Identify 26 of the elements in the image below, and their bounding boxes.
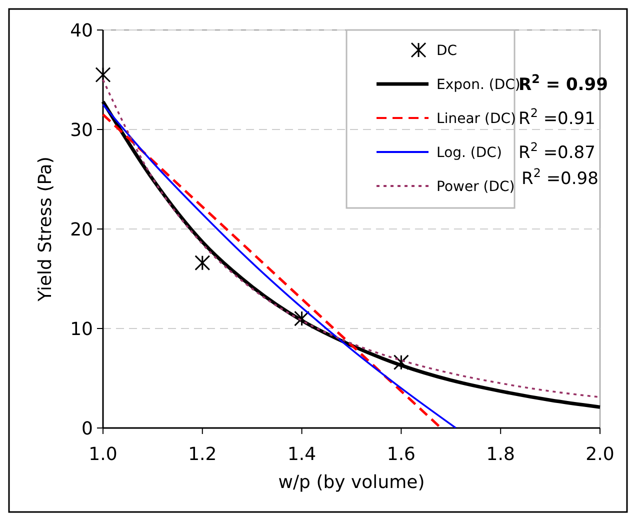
annotation: R$^{2}$ =0.91 [518,106,596,129]
legend-label: Power (DC) [436,178,515,195]
y-tick-label: 40 [70,20,93,42]
y-tick-label: 20 [70,219,93,240]
point [393,354,409,370]
x-tick-label: 1.2 [188,444,217,465]
legend-label: DC [436,42,458,59]
y-tick-label: 0 [82,418,93,440]
x-tick-label: 1.6 [386,444,416,465]
legend-label: Expon. (DC) [436,76,520,93]
x-tick-label: 1.4 [287,444,316,465]
y-tick-label: 10 [70,318,93,340]
point [194,255,210,271]
annotation: R$^{2}$ =0.87 [518,140,596,163]
legend-label: Linear (DC) [436,110,516,127]
annotation: R$^{2}$ =0.98 [522,166,598,189]
annotation: R$^{2}$ = 0.99 [518,72,608,95]
x-tick-label: 1.0 [88,444,118,465]
y-axis-title: Yield Stress (Pa) [35,156,56,302]
x-axis-title: w/p (by volume) [278,472,425,493]
point [95,67,111,83]
x-tick-label: 2.0 [586,444,614,465]
point [294,310,310,326]
legend-label: Log. (DC) [436,144,502,161]
x-tick-label: 1.8 [486,444,515,465]
y-tick-label: 30 [70,120,93,141]
